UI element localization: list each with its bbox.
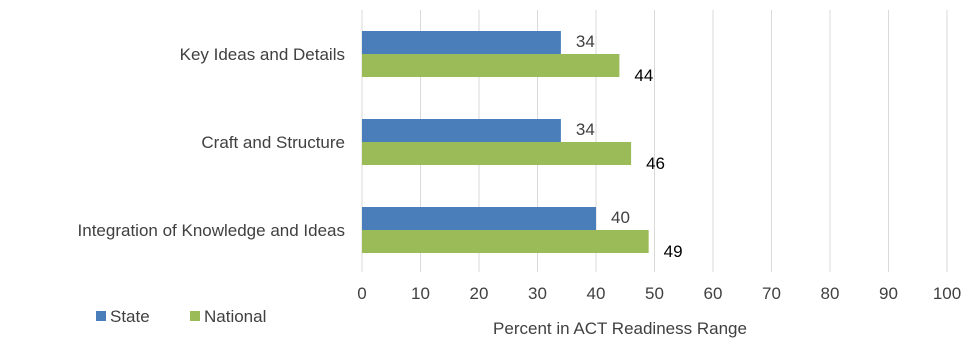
x-tick-labels: 0 10 20 30 40 50 60 70 80 90 100 (357, 284, 961, 303)
x-tick-20: 20 (470, 284, 489, 303)
legend-label-state: State (110, 307, 150, 326)
category-label-key-ideas-and-details: Key Ideas and Details (180, 45, 345, 64)
x-tick-60: 60 (704, 284, 723, 303)
category-labels: Key Ideas and Details Craft and Structure… (78, 45, 345, 240)
legend-swatch-state (96, 311, 106, 321)
x-tick-30: 30 (528, 284, 547, 303)
x-tick-10: 10 (411, 284, 430, 303)
x-tick-100: 100 (933, 284, 961, 303)
x-axis-title: Percent in ACT Readiness Range (493, 319, 747, 338)
data-label-state-key-ideas-and-details: 34 (576, 32, 595, 51)
bar-state-integration-of-knowledge-and-ideas (362, 207, 596, 230)
bar-national-integration-of-knowledge-and-ideas (362, 230, 649, 253)
data-label-national-craft-and-structure: 46 (646, 154, 665, 173)
bar-state-craft-and-structure (362, 119, 561, 142)
x-tick-90: 90 (879, 284, 898, 303)
x-tick-80: 80 (821, 284, 840, 303)
x-tick-70: 70 (762, 284, 781, 303)
legend-label-national: National (204, 307, 266, 326)
data-label-state-integration-of-knowledge-and-ideas: 40 (611, 208, 630, 227)
legend: State National (96, 307, 266, 326)
legend-swatch-national (190, 311, 200, 321)
bar-state-key-ideas-and-details (362, 31, 561, 54)
x-tick-50: 50 (645, 284, 664, 303)
x-tick-0: 0 (357, 284, 366, 303)
x-tick-40: 40 (587, 284, 606, 303)
data-label-state-craft-and-structure: 34 (576, 120, 595, 139)
bars (362, 31, 649, 253)
bar-national-craft-and-structure (362, 142, 632, 165)
bar-national-key-ideas-and-details (362, 54, 620, 77)
category-label-integration-of-knowledge-and-ideas: Integration of Knowledge and Ideas (78, 221, 345, 240)
data-label-national-integration-of-knowledge-and-ideas: 49 (664, 242, 683, 261)
data-label-national-key-ideas-and-details: 44 (634, 66, 653, 85)
category-label-craft-and-structure: Craft and Structure (201, 133, 345, 152)
data-labels: 34 44 34 46 40 49 (576, 32, 683, 261)
